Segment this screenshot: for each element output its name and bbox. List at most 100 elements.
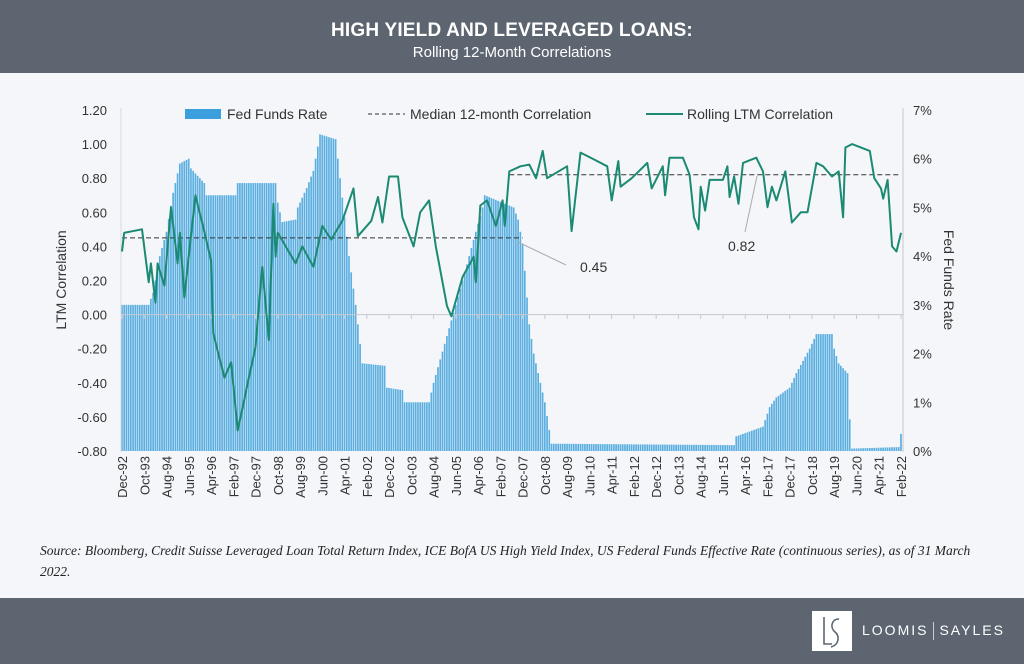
fed-funds-bar	[207, 195, 210, 451]
fed-funds-bar	[719, 445, 722, 451]
fed-funds-bar	[283, 221, 286, 451]
left-axis-ticks: 1.20 1.00 0.80 0.60 0.40 0.20 0.00 -0.20 -0.40 -0…	[77, 103, 107, 459]
fed-funds-bar	[891, 447, 893, 451]
fed-funds-bar	[483, 195, 486, 451]
fed-funds-bar	[886, 447, 889, 451]
fed-funds-bar	[430, 392, 433, 451]
y2-tick-label: 6%	[913, 152, 932, 167]
logo-text-loomis: LOOMIS	[862, 621, 929, 638]
fed-funds-bar	[546, 416, 548, 451]
fed-funds-bar	[746, 432, 749, 451]
fed-funds-bar	[866, 448, 869, 451]
fed-funds-bar	[443, 343, 446, 451]
fed-funds-bar	[706, 444, 709, 451]
fed-funds-bar	[840, 365, 842, 451]
fed-funds-bar	[243, 183, 246, 451]
y-tick-label: 1.20	[82, 103, 107, 118]
fed-funds-bar	[448, 328, 450, 451]
fed-funds-bar	[125, 304, 128, 451]
fed-funds-bar	[379, 365, 381, 451]
x-tick-label: Aug-94	[160, 456, 175, 498]
fed-funds-bar	[786, 389, 789, 451]
fed-funds-bar	[426, 402, 428, 451]
fed-funds-bar	[419, 402, 422, 451]
fed-funds-bar	[588, 444, 591, 451]
fed-funds-bar	[127, 304, 130, 451]
fed-funds-bar	[693, 444, 695, 451]
x-tick-label: Jun-15	[716, 456, 731, 496]
fed-funds-bar	[441, 351, 444, 451]
fed-funds-bar	[165, 231, 168, 451]
fed-funds-bar	[281, 222, 284, 451]
fed-funds-bar	[334, 139, 337, 452]
fed-funds-bar	[192, 170, 194, 451]
fed-funds-bar	[301, 197, 304, 451]
fed-funds-bar	[439, 359, 442, 451]
fed-funds-bar	[406, 402, 408, 451]
fed-funds-bar	[710, 444, 713, 451]
fed-funds-bar	[486, 196, 488, 451]
fed-funds-bar	[421, 402, 424, 451]
fed-funds-bar	[479, 215, 482, 451]
x-tick-label: Feb-07	[493, 456, 508, 497]
median-annotations: 0.45 0.82	[517, 175, 758, 275]
fed-funds-bar	[633, 444, 635, 451]
fed-funds-bar	[888, 447, 891, 451]
x-tick-label: Oct-18	[805, 456, 820, 495]
fed-funds-bar	[196, 175, 199, 451]
fed-funds-bar	[773, 400, 775, 451]
annotation-045: 0.45	[580, 259, 607, 275]
fed-funds-bar	[501, 202, 504, 451]
fed-funds-bar	[308, 182, 310, 451]
fed-funds-bar	[225, 195, 228, 451]
fed-funds-bar	[708, 444, 711, 451]
fed-funds-bar	[544, 402, 546, 451]
y-tick-label: -0.40	[77, 376, 107, 391]
fed-funds-bar	[530, 338, 533, 451]
x-tick-label: Feb-12	[627, 456, 642, 497]
fed-funds-bar	[610, 444, 613, 451]
fed-funds-bar	[575, 443, 577, 451]
fed-funds-bar	[541, 392, 544, 451]
fed-funds-bar	[288, 220, 290, 451]
fed-funds-bar	[230, 195, 232, 451]
fed-funds-bar	[730, 445, 733, 451]
fed-funds-bar	[871, 447, 873, 451]
fed-funds-bar	[777, 395, 780, 451]
fed-funds-bar	[762, 426, 764, 451]
fed-funds-bar	[325, 136, 328, 451]
fed-funds-bar	[519, 231, 522, 451]
x-tick-label: Aug-19	[827, 456, 842, 498]
fed-funds-bar	[639, 444, 642, 451]
fed-funds-bar	[312, 170, 315, 451]
fed-funds-bar	[568, 443, 571, 451]
fed-funds-bar	[319, 134, 321, 452]
fed-funds-bar	[797, 369, 800, 451]
fed-funds-bar	[510, 206, 513, 451]
chart-subtitle: Rolling 12-Month Correlations	[412, 44, 612, 61]
y2-tick-label: 2%	[913, 347, 932, 362]
legend-label-median: Median 12-month Correlation	[410, 106, 591, 122]
fed-funds-bar	[154, 280, 157, 451]
fed-funds-bar	[152, 292, 154, 451]
fed-funds-bar	[263, 183, 266, 451]
fed-funds-bar	[143, 304, 146, 451]
fed-funds-bar	[214, 195, 217, 451]
fed-funds-bar	[548, 429, 551, 451]
fed-funds-bar	[158, 256, 161, 451]
fed-funds-bar	[403, 402, 406, 451]
fed-funds-bar	[802, 360, 804, 451]
fed-funds-bar	[361, 363, 364, 451]
fed-funds-bar	[860, 448, 862, 451]
fed-funds-bar	[454, 304, 457, 451]
fed-funds-bar	[408, 402, 410, 451]
fed-funds-bar	[675, 444, 677, 451]
fed-funds-bar	[187, 158, 190, 451]
fed-funds-bar	[684, 444, 686, 451]
source-note: Source: Bloomberg, Credit Suisse Leverag…	[40, 543, 971, 579]
fed-funds-bar	[784, 390, 787, 451]
fed-funds-bar	[806, 352, 809, 451]
fed-funds-bar	[294, 219, 297, 451]
fed-funds-bar	[646, 444, 649, 451]
fed-funds-bar	[457, 296, 459, 451]
